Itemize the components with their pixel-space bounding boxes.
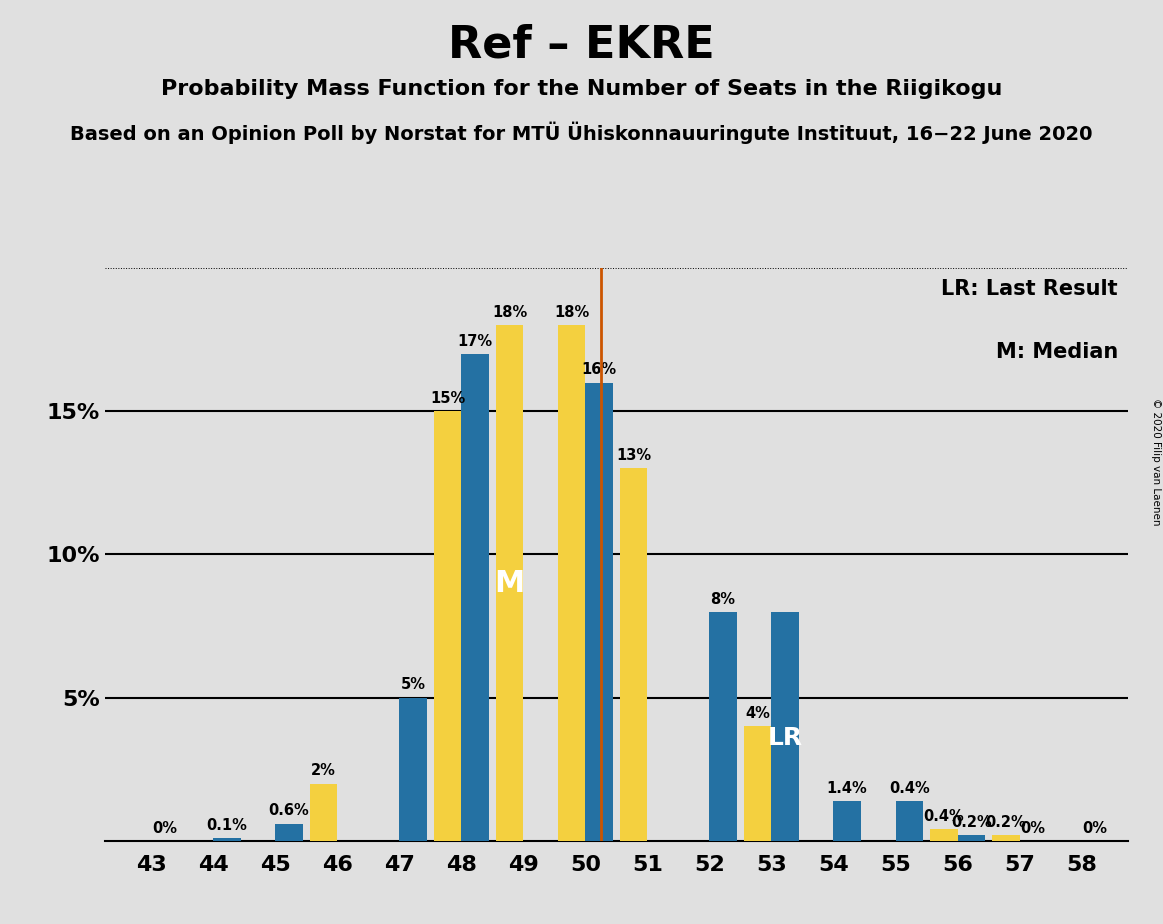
Bar [771, 612, 799, 841]
Bar [930, 830, 957, 841]
Text: 0.2%: 0.2% [951, 815, 992, 830]
Text: 17%: 17% [457, 334, 493, 348]
Text: 15%: 15% [430, 391, 465, 406]
Text: 0%: 0% [1083, 821, 1107, 835]
Text: Ref – EKRE: Ref – EKRE [448, 23, 715, 67]
Bar [585, 383, 613, 841]
Text: 18%: 18% [554, 305, 590, 320]
Bar [276, 823, 302, 841]
Bar [992, 835, 1020, 841]
Bar [399, 698, 427, 841]
Text: M: M [494, 568, 525, 598]
Bar [311, 784, 337, 841]
Text: 0%: 0% [1021, 821, 1046, 835]
Bar [497, 325, 523, 841]
Text: 0.6%: 0.6% [269, 804, 309, 819]
Bar [620, 468, 648, 841]
Text: © 2020 Filip van Laenen: © 2020 Filip van Laenen [1150, 398, 1161, 526]
Bar [957, 835, 985, 841]
Bar [462, 354, 488, 841]
Text: Based on an Opinion Poll by Norstat for MTÜ Ühiskonnauuringute Instituut, 16−22 : Based on an Opinion Poll by Norstat for … [70, 122, 1093, 144]
Text: 18%: 18% [492, 305, 527, 320]
Text: LR: Last Result: LR: Last Result [941, 279, 1118, 299]
Text: 4%: 4% [745, 706, 770, 721]
Bar [896, 801, 922, 841]
Text: Probability Mass Function for the Number of Seats in the Riigikogu: Probability Mass Function for the Number… [160, 79, 1003, 99]
Bar [744, 726, 771, 841]
Text: 13%: 13% [616, 448, 651, 463]
Bar [558, 325, 585, 841]
Text: 0.4%: 0.4% [889, 781, 929, 796]
Text: M: Median: M: Median [996, 343, 1118, 362]
Text: 2%: 2% [312, 763, 336, 778]
Text: 0%: 0% [152, 821, 177, 835]
Text: 5%: 5% [400, 677, 426, 692]
Bar [213, 838, 241, 841]
Text: 0.4%: 0.4% [923, 809, 964, 824]
Text: 0.1%: 0.1% [206, 818, 248, 833]
Text: 1.4%: 1.4% [827, 781, 868, 796]
Bar [709, 612, 736, 841]
Text: 0.2%: 0.2% [985, 815, 1026, 830]
Text: 16%: 16% [582, 362, 616, 377]
Text: 8%: 8% [711, 591, 735, 606]
Bar [834, 801, 861, 841]
Bar [434, 411, 462, 841]
Text: LR: LR [768, 725, 802, 749]
